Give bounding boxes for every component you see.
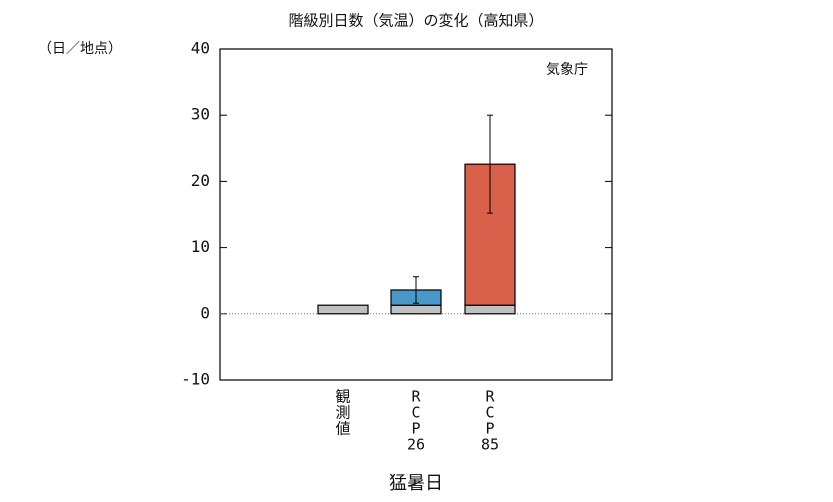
y-tick-label: 20 [191,171,210,190]
y-unit: （日／地点） [38,41,122,57]
bar [390,304,442,315]
x-tick-label: C [411,404,420,422]
x-tick-label: R [411,388,421,406]
x-tick-label: R [485,388,495,406]
y-tick-label: 0 [200,303,210,322]
bar [464,304,516,315]
x-tick-label: 26 [407,436,425,454]
y-tick-label: 40 [191,39,210,58]
x-tick-label: 観 [335,388,350,406]
x-tick-label: 値 [335,420,350,438]
x-tick-label: C [485,404,494,422]
y-tick-label: -10 [181,370,210,389]
x-tick-label: 測 [335,404,350,422]
bar [317,304,369,315]
plot-frame [219,48,613,381]
x-tick-label: 85 [481,436,499,454]
chart-title: 階級別日数（気温）の変化（高知県） [288,12,543,30]
annotation: 気象庁 [546,62,588,78]
y-tick-label: 30 [191,105,210,124]
x-tick-label: P [411,420,420,438]
x-tick-label: P [485,420,494,438]
x-label: 猛暑日 [389,473,443,494]
y-tick-label: 10 [191,237,210,256]
